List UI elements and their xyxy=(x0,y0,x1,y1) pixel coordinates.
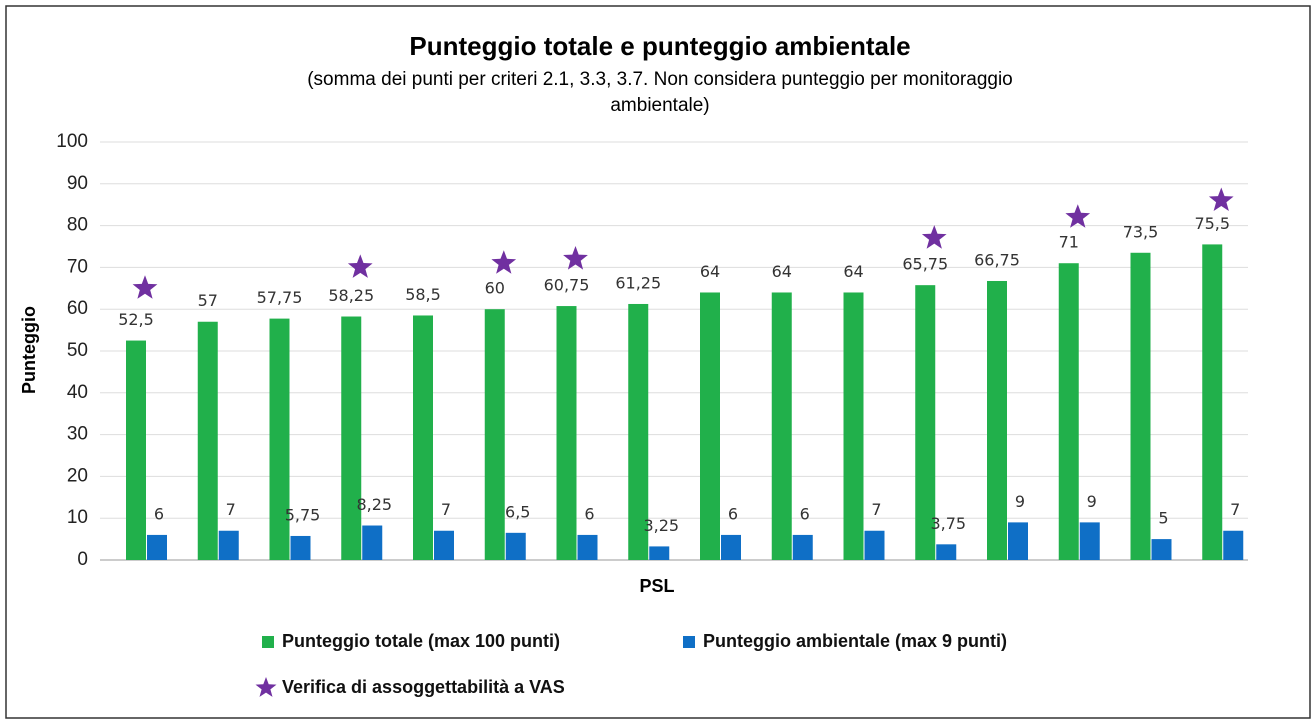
bar xyxy=(721,534,741,560)
data-label: 64 xyxy=(772,262,792,281)
data-label: 60,75 xyxy=(544,276,590,295)
data-label: 57 xyxy=(198,291,218,310)
bar xyxy=(197,321,218,560)
bar xyxy=(556,306,577,560)
y-tick-label: 70 xyxy=(67,256,88,277)
vas-star xyxy=(563,246,588,270)
data-label: 7 xyxy=(1230,500,1240,519)
y-tick-label: 60 xyxy=(67,298,88,319)
legend-label: Punteggio ambientale (max 9 punti) xyxy=(703,631,1007,651)
data-label: 3,75 xyxy=(930,514,966,533)
y-tick-label: 30 xyxy=(67,424,88,445)
bar xyxy=(341,316,362,560)
y-tick-label: 50 xyxy=(67,340,88,361)
chart-subtitle: ambientale) xyxy=(610,95,709,116)
bar xyxy=(126,340,146,560)
data-label: 6 xyxy=(154,504,164,523)
data-label: 75,5 xyxy=(1194,214,1230,233)
legend-marker xyxy=(683,636,695,648)
data-label: 71 xyxy=(1059,233,1079,252)
chart-frame xyxy=(5,5,1311,719)
bar xyxy=(700,292,720,560)
bar xyxy=(484,309,505,560)
bar xyxy=(218,530,239,560)
legend-label: Punteggio totale (max 100 punti) xyxy=(282,631,560,651)
bar xyxy=(1079,522,1100,560)
bar xyxy=(290,535,311,560)
bar xyxy=(1202,244,1223,560)
bar xyxy=(1008,522,1028,560)
y-axis-label: Punteggio xyxy=(19,306,39,394)
bar xyxy=(505,532,526,560)
vas-star xyxy=(1065,204,1091,228)
bar xyxy=(843,292,864,560)
vas-star xyxy=(347,254,373,278)
chart-subtitle: (somma dei punti per criteri 2.1, 3.3, 3… xyxy=(307,69,1013,90)
data-label: 64 xyxy=(843,262,863,281)
data-label: 9 xyxy=(1087,492,1097,511)
data-label: 7 xyxy=(871,500,881,519)
data-label: 3,25 xyxy=(643,516,679,535)
bar xyxy=(362,525,383,560)
legend-marker xyxy=(262,636,274,648)
data-label: 66,75 xyxy=(974,250,1020,269)
bar xyxy=(936,544,957,560)
y-tick-label: 0 xyxy=(77,549,88,570)
data-label: 6 xyxy=(728,504,738,523)
y-tick-label: 80 xyxy=(67,215,88,236)
legend-marker xyxy=(255,677,277,697)
bar xyxy=(1151,539,1172,560)
bar xyxy=(413,315,433,560)
bar xyxy=(987,280,1007,560)
data-label: 58,5 xyxy=(405,285,441,304)
y-tick-label: 40 xyxy=(67,382,88,403)
data-label: 65,75 xyxy=(902,255,948,274)
x-axis-label: PSL xyxy=(639,576,674,596)
legend-label: Verifica di assoggettabilità a VAS xyxy=(282,677,565,697)
y-tick-label: 20 xyxy=(67,465,88,486)
bar xyxy=(771,292,792,560)
y-tick-label: 90 xyxy=(67,173,88,194)
data-label: 73,5 xyxy=(1123,222,1159,241)
data-label: 7 xyxy=(441,500,451,519)
bar xyxy=(1130,252,1151,560)
vas-star xyxy=(132,275,158,299)
vas-star xyxy=(491,250,517,274)
data-label: 64 xyxy=(700,262,720,281)
data-label: 5,75 xyxy=(285,505,321,524)
bar xyxy=(649,546,670,560)
data-label: 8,25 xyxy=(356,495,392,514)
bar xyxy=(628,303,649,560)
bar xyxy=(1058,263,1079,560)
data-label: 52,5 xyxy=(118,310,154,329)
bar xyxy=(269,318,290,560)
vas-star xyxy=(921,225,947,249)
data-label: 57,75 xyxy=(257,288,303,307)
bar xyxy=(147,534,167,560)
bar xyxy=(434,530,454,560)
bar xyxy=(577,534,598,560)
data-label: 6 xyxy=(800,504,810,523)
data-label: 61,25 xyxy=(615,273,661,292)
vas-star xyxy=(1208,187,1234,211)
data-label: 7 xyxy=(226,500,236,519)
chart-title: Punteggio totale e punteggio ambientale xyxy=(409,31,910,61)
data-label: 6,5 xyxy=(505,502,530,521)
data-label: 6 xyxy=(584,504,594,523)
bar xyxy=(915,285,936,560)
y-tick-label: 100 xyxy=(56,131,88,152)
data-label: 9 xyxy=(1015,492,1025,511)
data-label: 58,25 xyxy=(328,286,374,305)
bar xyxy=(1223,530,1244,560)
y-tick-label: 10 xyxy=(67,507,88,528)
data-label: 60 xyxy=(485,279,505,298)
data-label: 5 xyxy=(1158,509,1168,528)
bar xyxy=(792,534,813,560)
bar xyxy=(864,530,885,560)
